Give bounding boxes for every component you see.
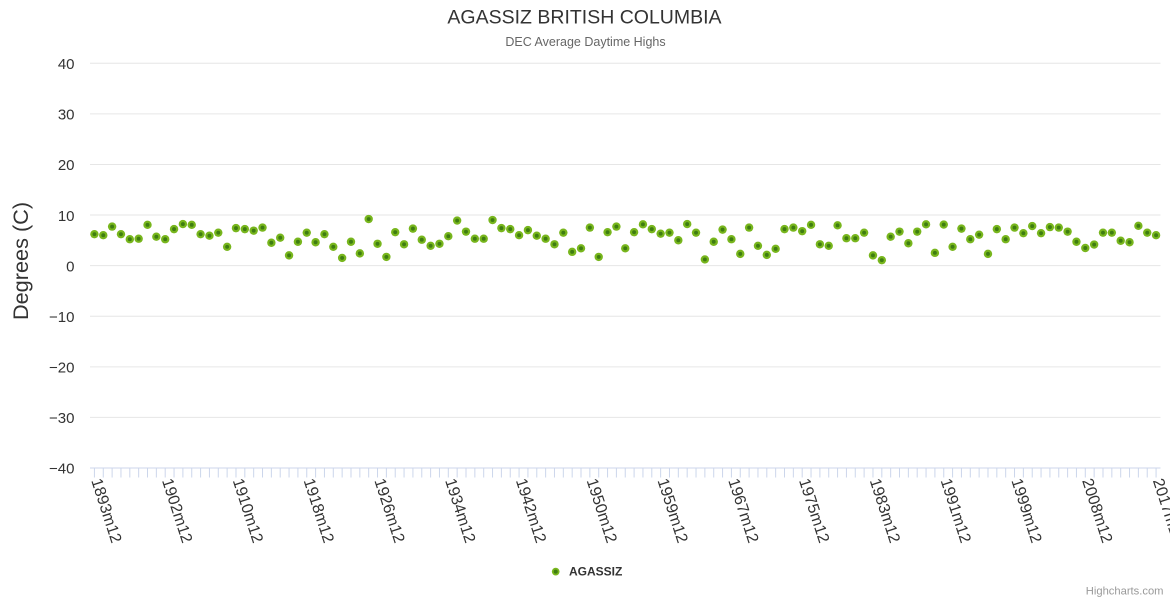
svg-text:20: 20 — [58, 157, 75, 174]
svg-text:0: 0 — [66, 258, 74, 275]
svg-text:Degrees (C): Degrees (C) — [8, 202, 33, 320]
svg-text:AGASSIZ BRITISH COLUMBIA: AGASSIZ BRITISH COLUMBIA — [447, 7, 721, 29]
svg-text:AGASSIZ: AGASSIZ — [569, 565, 622, 579]
svg-text:−10: −10 — [49, 309, 74, 326]
svg-text:−40: −40 — [49, 461, 74, 478]
svg-text:30: 30 — [58, 107, 75, 124]
svg-text:10: 10 — [58, 208, 75, 225]
svg-text:−30: −30 — [49, 410, 74, 427]
svg-text:Highcharts.com: Highcharts.com — [1086, 586, 1164, 598]
svg-text:DEC Average Daytime Highs: DEC Average Daytime Highs — [505, 35, 665, 49]
svg-text:40: 40 — [58, 56, 75, 73]
svg-text:−20: −20 — [49, 360, 74, 377]
